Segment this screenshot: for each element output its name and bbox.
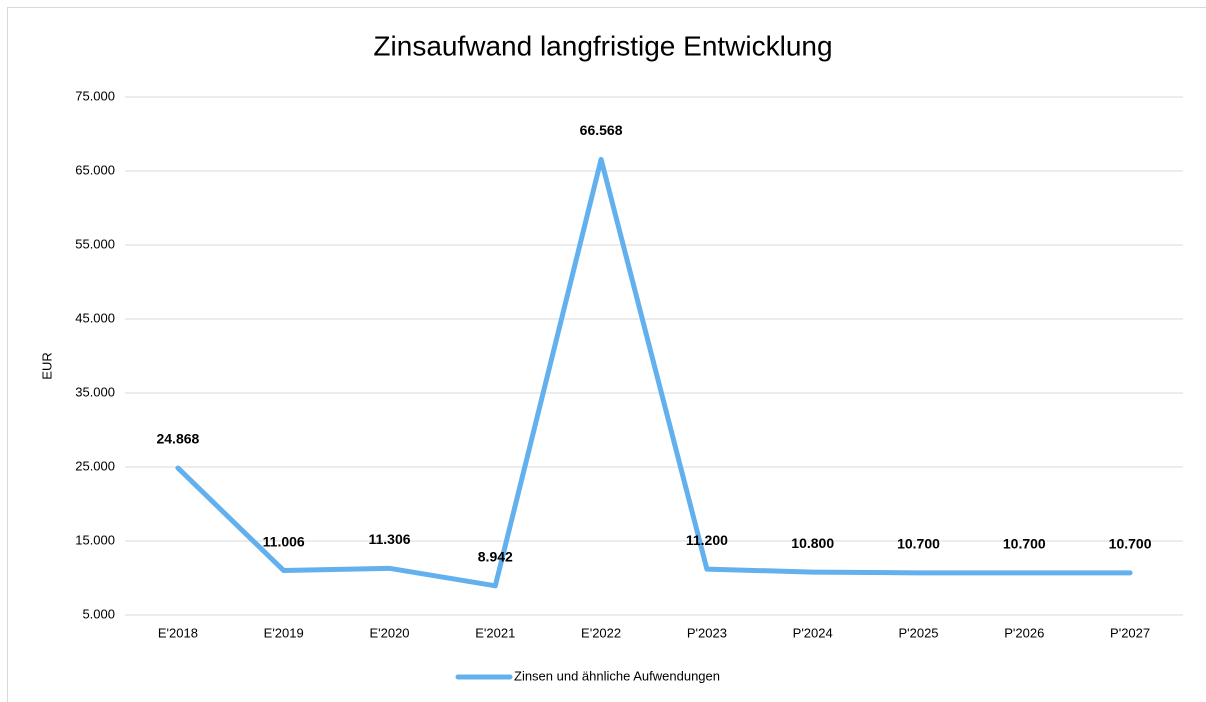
x-tick-label: P'2026: [1004, 625, 1044, 640]
x-tick-label: P'2027: [1110, 625, 1150, 640]
y-tick-label: 35.000: [75, 384, 115, 399]
x-tick-label: E'2021: [475, 625, 515, 640]
data-label: 11.200: [686, 532, 728, 548]
y-tick-label: 5.000: [82, 606, 115, 621]
data-label: 24.868: [156, 431, 199, 447]
x-tick-label: P'2023: [687, 625, 727, 640]
x-tick-label: E'2019: [264, 625, 304, 640]
data-label: 10.800: [791, 535, 834, 551]
data-label: 10.700: [1003, 536, 1046, 552]
data-label: 11.006: [263, 533, 305, 549]
data-label: 8.942: [478, 549, 513, 565]
x-tick-label: P'2024: [793, 625, 833, 640]
y-tick-label: 65.000: [75, 162, 115, 177]
y-tick-label: 55.000: [75, 236, 115, 251]
x-tick-label: E'2020: [369, 625, 409, 640]
legend-label: Zinsen und ähnliche Aufwendungen: [514, 668, 720, 683]
y-axis-label: EUR: [39, 352, 54, 379]
x-tick-label: E'2018: [158, 625, 198, 640]
data-label: 10.700: [1109, 536, 1152, 552]
y-tick-label: 45.000: [75, 310, 115, 325]
data-label: 10.700: [897, 536, 940, 552]
chart-title: Zinsaufwand langfristige Entwicklung: [373, 30, 832, 61]
data-line: [175, 156, 1133, 589]
chart-frame: [7, 7, 1206, 702]
y-tick-label: 25.000: [75, 458, 115, 473]
y-tick-label: 15.000: [75, 532, 115, 547]
x-tick-label: E'2022: [581, 625, 621, 640]
data-label: 11.306: [368, 531, 410, 547]
data-label: 66.568: [580, 122, 623, 138]
y-tick-label: 75.000: [75, 88, 115, 103]
x-tick-label: P'2025: [898, 625, 938, 640]
